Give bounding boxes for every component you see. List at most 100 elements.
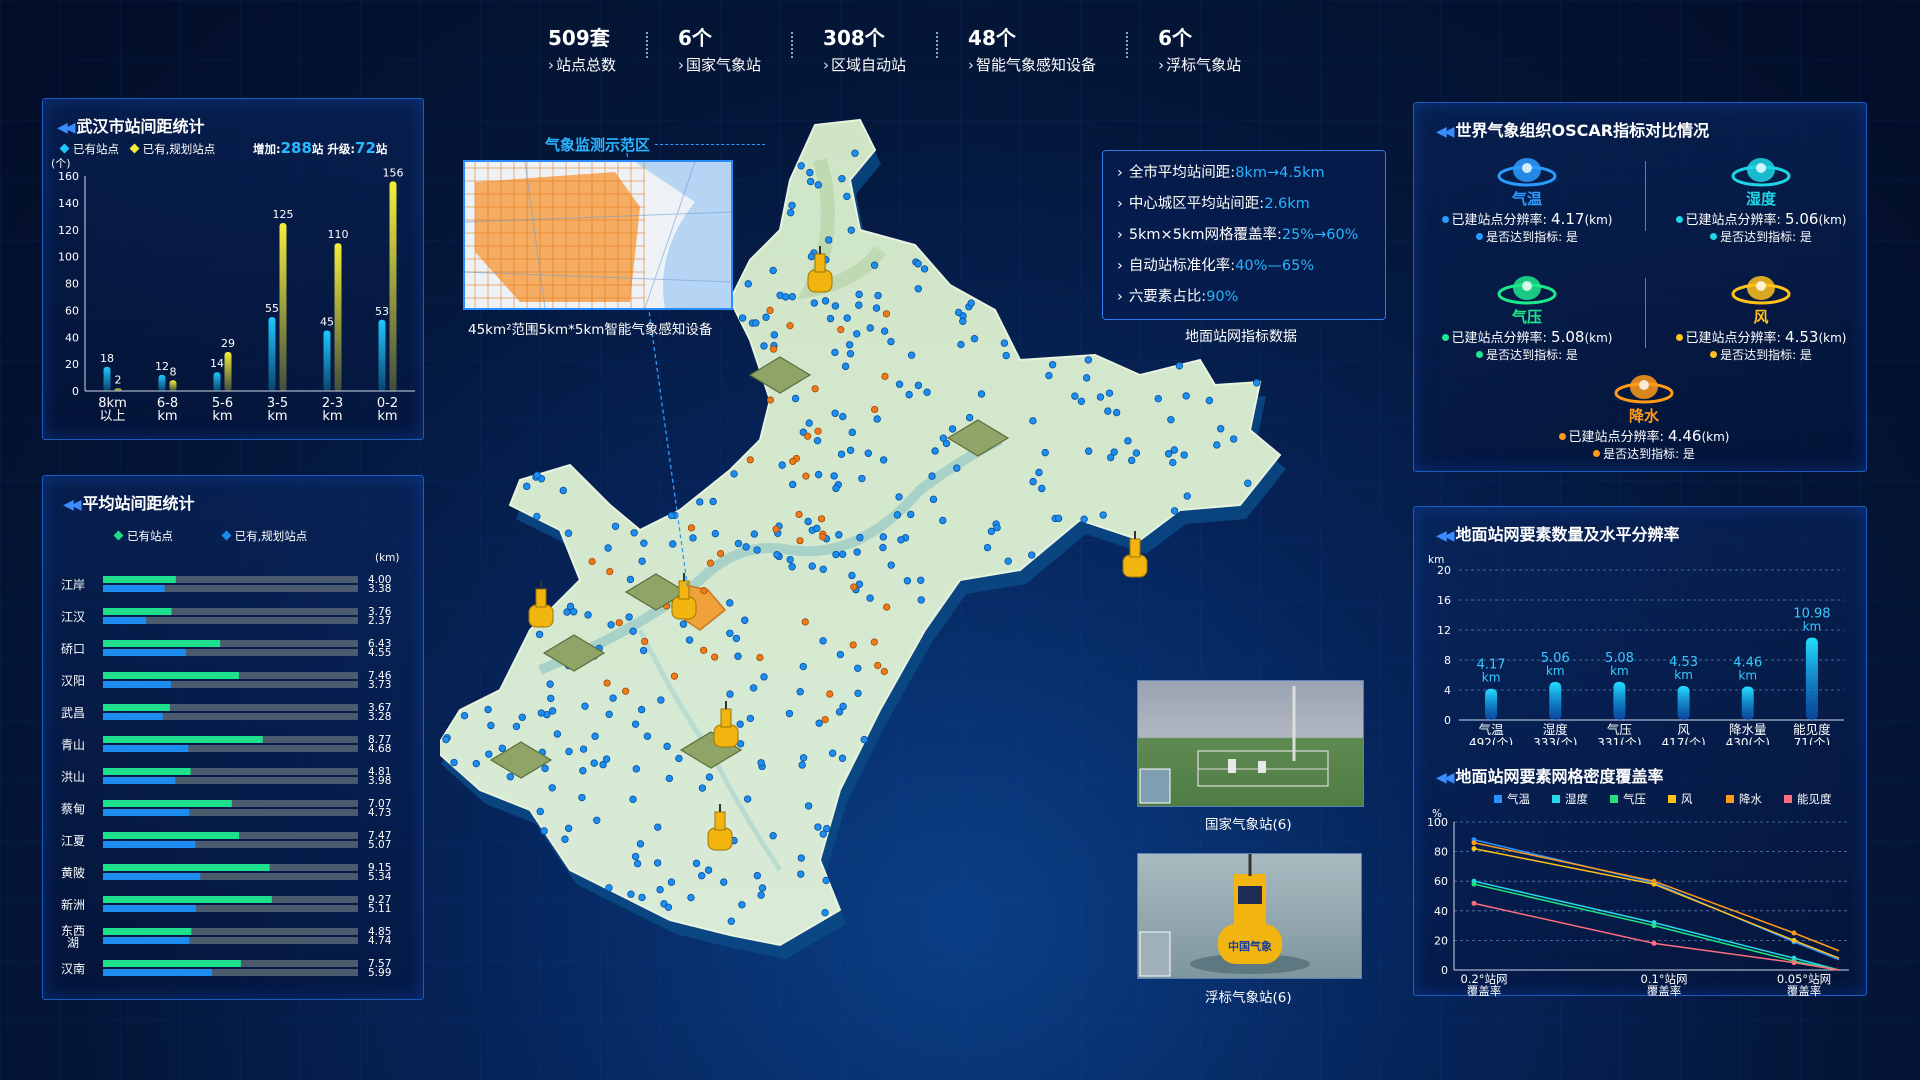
buoy-station-caption: 浮标气象站(6): [1205, 990, 1292, 1006]
sensor-grid-marker: [542, 634, 606, 672]
station-dot: [1029, 417, 1037, 425]
oscar-panel: ◀◀ 世界气象组织OSCAR指标对比情况 气温 已建站点分辨率: 4.17(km) 是…: [1413, 102, 1867, 472]
legend-swatch: [1552, 795, 1560, 803]
station-dot: [637, 705, 646, 714]
resolution-label: 已建站点分辨率:: [1568, 430, 1669, 445]
buoy-marker-body: [807, 269, 833, 293]
station-dot: [821, 908, 829, 917]
orange-station-dot: [802, 472, 810, 480]
station-dot: [923, 388, 931, 396]
station-dot: [853, 330, 861, 338]
station-dot: [1106, 453, 1115, 462]
bar: [268, 317, 276, 391]
station-dot: [749, 684, 758, 692]
station-dot: [813, 524, 821, 533]
station-dot: [654, 823, 662, 831]
bar: [378, 319, 386, 391]
indicator-key: 5km×5km网格覆盖率:: [1128, 227, 1282, 243]
data-point: [1471, 900, 1477, 906]
category-label: 武昌: [61, 706, 85, 720]
station-dot: [566, 602, 575, 611]
double-chevron-icon: ◀◀: [1436, 528, 1454, 544]
station-dot: [805, 419, 813, 427]
station-dot: [804, 517, 812, 526]
orange-station-dot: [826, 690, 834, 698]
x-tick-label: 覆盖率: [1647, 984, 1682, 997]
station-dot: [959, 317, 967, 325]
station-dot: [778, 461, 786, 469]
station-dot: [797, 870, 805, 878]
station-dot: [1099, 511, 1107, 519]
x-count-label: 331(个): [1597, 736, 1641, 745]
station-dot: [970, 335, 979, 343]
legend-label: 能见度: [1797, 792, 1832, 806]
resolution-row: 已建站点分辨率: 5.08(km): [1422, 327, 1632, 346]
station-dot: [744, 280, 752, 288]
y-tick-label: 0: [72, 385, 79, 398]
station-dot: [929, 495, 938, 504]
series-line: [1473, 883, 1840, 971]
station-dot: [611, 522, 620, 530]
reach-label: 是否达到指标:: [1720, 348, 1800, 362]
y-tick-label: 140: [58, 197, 79, 210]
bar-track: [103, 704, 358, 711]
station-dot: [843, 314, 851, 322]
station-dot: [835, 708, 844, 716]
station-dot: [848, 571, 856, 580]
orange-station-dot: [850, 583, 858, 591]
bar: [103, 672, 239, 679]
station-dot: [663, 742, 671, 751]
orange-station-dot: [769, 345, 778, 353]
x-tick-label: 湿度: [1543, 722, 1569, 737]
sensor-grid-marker: [489, 741, 553, 779]
station-dot: [788, 563, 796, 571]
inset-river: [635, 162, 731, 308]
bar-track: [103, 809, 358, 816]
network-caption: 地面站网指标数据: [1185, 329, 1297, 345]
buoy-marker-top: [814, 253, 826, 273]
station-dot: [743, 795, 752, 803]
element-name: 气温: [1511, 190, 1542, 208]
orange-station-dot: [837, 326, 845, 334]
data-point: [1791, 930, 1797, 936]
reach-label: 是否达到指标:: [1720, 230, 1800, 244]
x-tick-label: 0.1°站网: [1640, 972, 1687, 986]
national-station-photo: [1137, 680, 1364, 807]
station-dot: [726, 629, 734, 637]
orange-station-dot: [786, 322, 794, 330]
station-dot: [1084, 356, 1093, 364]
bar: [103, 969, 213, 976]
bar-track: [103, 777, 358, 784]
station-dot: [823, 824, 831, 833]
station-dot: [746, 714, 755, 723]
station-dot: [506, 773, 515, 781]
resolution-value: 5.06: [1785, 210, 1819, 228]
data-point: [1651, 940, 1657, 946]
station-dot: [579, 766, 587, 775]
oscar-item-0: 气温 已建站点分辨率: 4.17(km) 是否达到指标: 是: [1422, 148, 1632, 245]
station-dot: [819, 637, 827, 645]
station-dot: [633, 859, 642, 868]
station-dot: [813, 436, 822, 445]
oscar-divider: [1645, 278, 1646, 348]
bullet-dot-icon: [1558, 433, 1566, 440]
station-dot: [1213, 441, 1221, 449]
zone-label-line: [655, 144, 765, 145]
station-dot: [1169, 458, 1177, 467]
station-dot: [1182, 392, 1190, 400]
station-dot: [953, 464, 961, 472]
x-tick-label: 能见度: [1793, 722, 1831, 737]
x-tick-label: 8km: [98, 396, 126, 411]
bar-track: [103, 841, 358, 848]
station-dot: [785, 709, 794, 718]
stat-separator: [646, 32, 649, 58]
orange-station-dot: [789, 457, 797, 465]
category-label: 汉阳: [61, 674, 85, 688]
inset-map-svg: [465, 162, 731, 308]
bar: [169, 380, 177, 391]
bar: [103, 736, 263, 743]
station-dot: [472, 759, 480, 768]
station-dot: [742, 543, 750, 551]
station-dot: [564, 824, 573, 833]
oscar-title-text: 世界气象组织OSCAR指标对比情况: [1455, 121, 1710, 140]
